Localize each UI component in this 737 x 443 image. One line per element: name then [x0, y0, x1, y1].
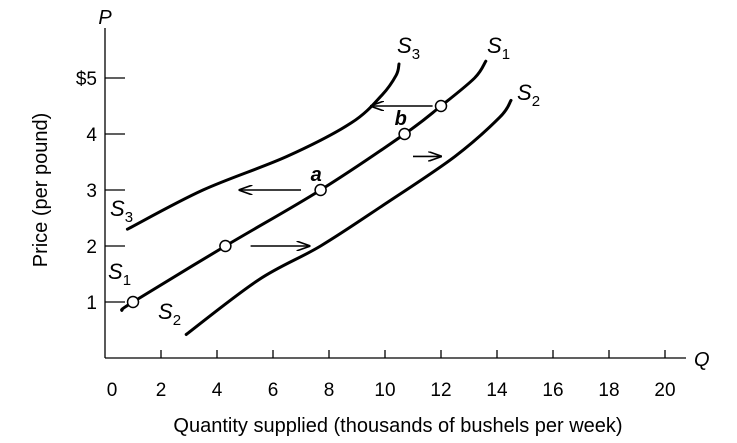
y-axis-letter: P: [98, 7, 112, 29]
data-point: [219, 239, 232, 253]
curve-s3: [125, 62, 401, 231]
x-tick-label: 18: [598, 380, 619, 401]
curve-label-s2: S2: [158, 299, 181, 329]
curve-label-s3: S3: [397, 33, 420, 63]
data-point: [434, 99, 448, 113]
point-label-a: a: [311, 164, 322, 186]
curve-label-s3: S3: [110, 196, 133, 226]
curve-label-s1: S1: [487, 33, 510, 63]
points-layer: [126, 99, 448, 309]
curve-label-s2: S2: [517, 80, 540, 110]
x-axis-label: Quantity supplied (thousands of bushels …: [173, 415, 622, 437]
x-tick-label: 10: [374, 380, 395, 401]
y-tick-label: 4: [86, 125, 97, 146]
y-tick-label: 2: [86, 237, 97, 258]
curve-s2: [184, 98, 513, 336]
curve-label-s1: S1: [108, 259, 131, 289]
x-tick-label: 16: [542, 380, 563, 401]
x-tick-label: 0: [107, 380, 118, 401]
x-tick-label: 4: [212, 380, 223, 401]
x-axis-letter: Q: [694, 349, 710, 371]
curves-layer: [120, 59, 513, 336]
y-tick-label: $5: [76, 69, 97, 90]
data-point: [314, 183, 327, 197]
y-tick-label: 1: [86, 293, 97, 314]
x-tick-label: 8: [324, 380, 335, 401]
x-tick-label: 20: [654, 380, 675, 401]
data-point: [398, 127, 411, 141]
x-tick-label: 2: [156, 380, 167, 401]
y-axis-label: Price (per pound): [30, 113, 52, 268]
y-tick-label: 3: [86, 181, 97, 202]
x-tick-label: 12: [430, 380, 451, 401]
x-tick-label: 14: [486, 380, 508, 401]
arrows-layer: [239, 106, 441, 246]
x-tick-label: 6: [268, 380, 279, 401]
point-label-b: b: [395, 108, 407, 130]
data-point: [126, 295, 140, 309]
curve-s1: [120, 59, 488, 312]
